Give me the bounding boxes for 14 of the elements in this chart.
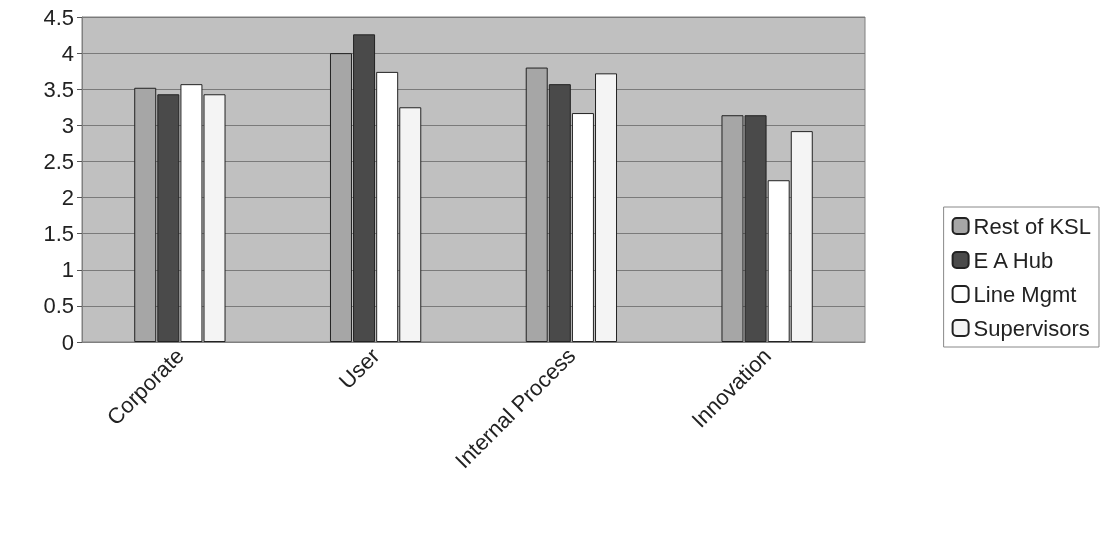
legend-label: Rest of KSL	[973, 213, 1091, 239]
legend-label: E A Hub	[973, 247, 1054, 273]
y-tick-label: 4.5	[43, 4, 74, 30]
y-tick-label: 0.5	[43, 293, 74, 319]
legend-label: Supervisors	[973, 315, 1090, 341]
y-tick-label: 0	[61, 329, 74, 355]
y-tick-label: 4	[61, 40, 74, 66]
y-tick-label: 1.5	[43, 221, 74, 247]
y-tick-label: 3.5	[43, 76, 74, 102]
y-tick-label: 3	[61, 112, 74, 138]
y-tick-label: 2.5	[43, 148, 74, 174]
y-tick-label: 1	[61, 257, 74, 283]
legend-label: Line Mgmt	[973, 281, 1077, 307]
y-tick-label: 2	[61, 185, 74, 211]
